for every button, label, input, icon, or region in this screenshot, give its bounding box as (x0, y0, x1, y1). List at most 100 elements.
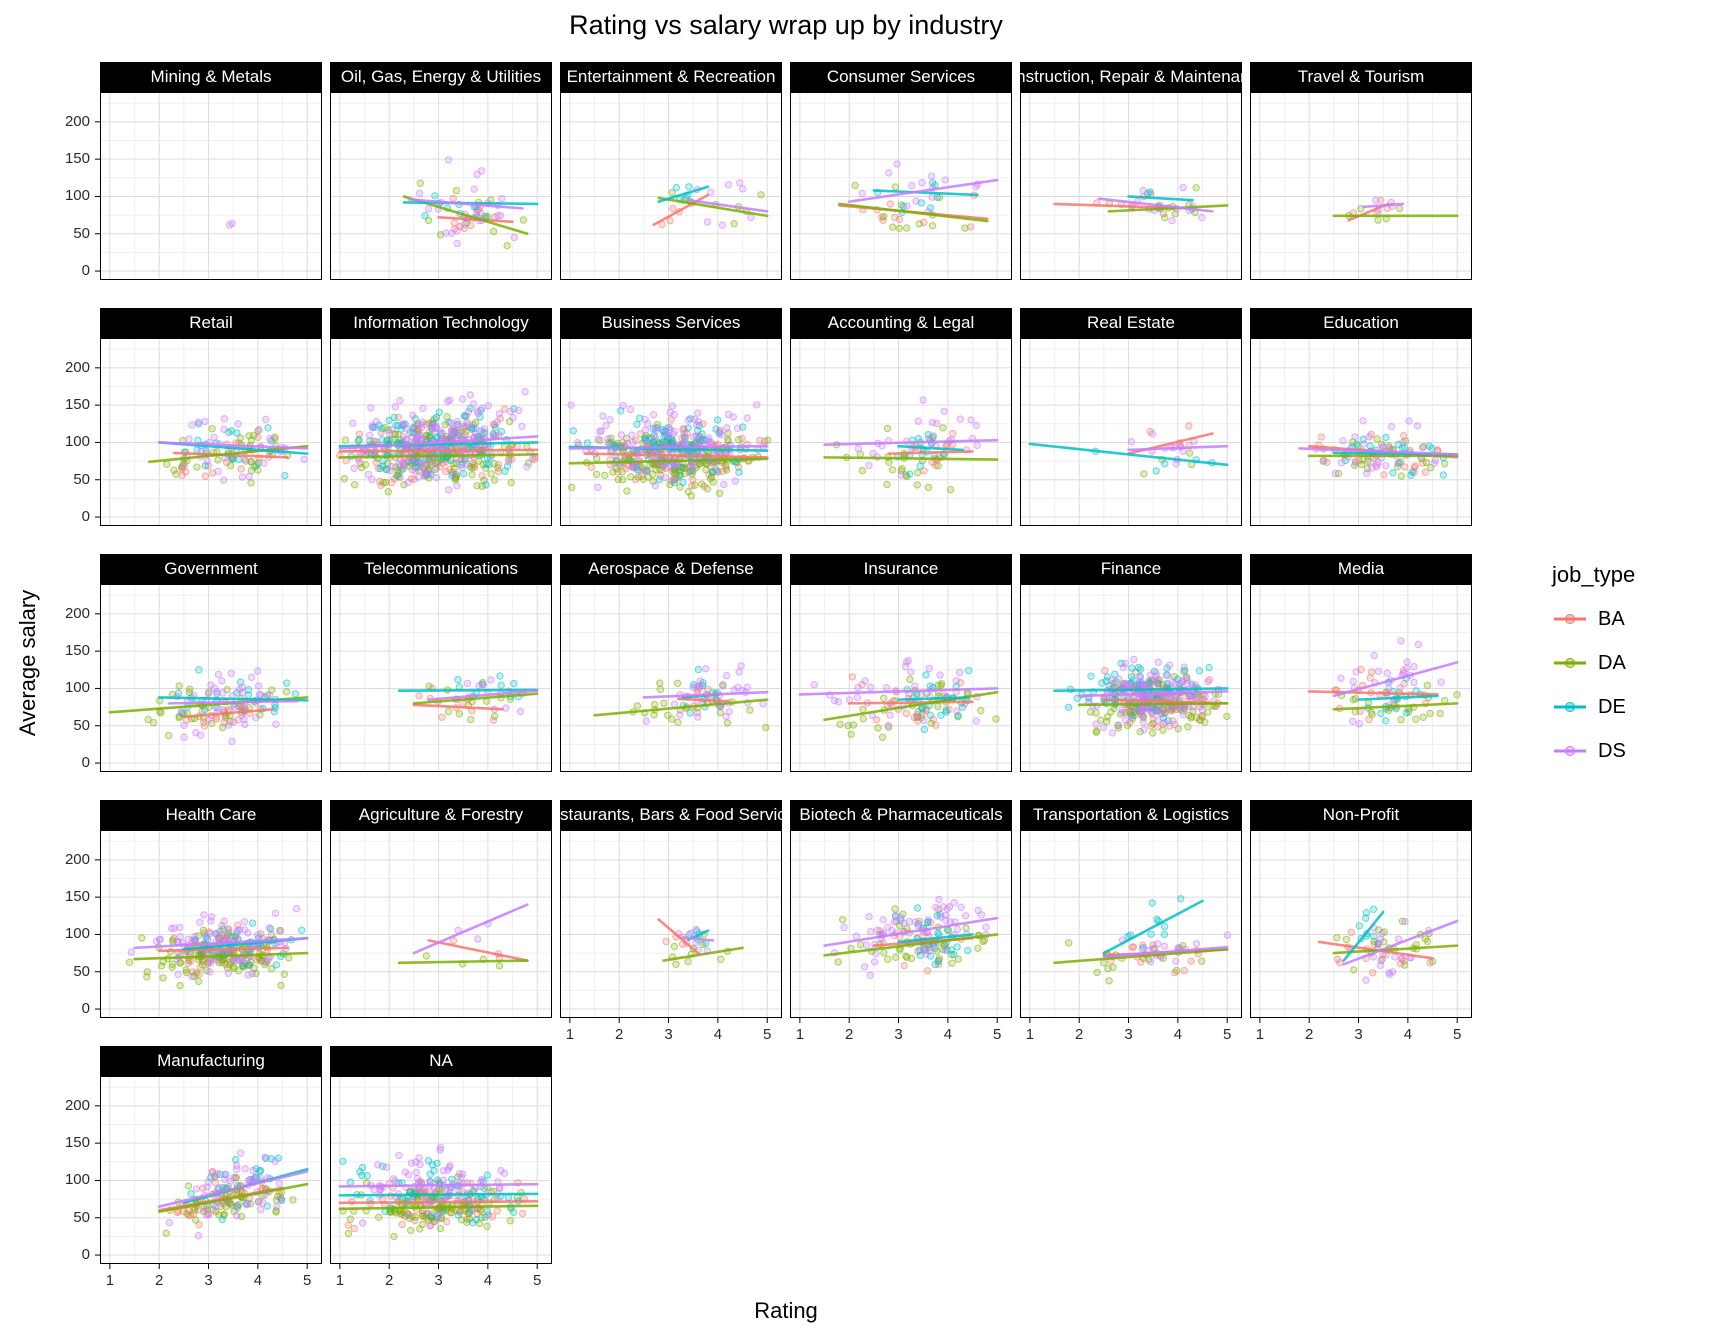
legend-item-de: DE (1552, 694, 1635, 720)
facet-title: Health Care (100, 800, 322, 830)
legend-label: DE (1598, 695, 1626, 718)
facet-title: Government (100, 554, 322, 584)
y-tick-label: 100 (64, 187, 90, 205)
facet-title: Insurance (790, 554, 1012, 584)
facet-panel (560, 584, 782, 772)
facet-panel (1250, 338, 1472, 526)
y-tick-label: 200 (64, 604, 90, 622)
facet-panel (330, 338, 552, 526)
facet-panel (330, 1076, 552, 1269)
y-tick-label: 200 (64, 358, 90, 376)
facet-title: Real Estate (1020, 308, 1242, 338)
x-tick-label: 3 (1354, 1026, 1363, 1043)
legend-label: BA (1598, 607, 1625, 630)
facet-title: Finance (1020, 554, 1242, 584)
legend-item-ds: DS (1552, 738, 1635, 764)
facet-panel (790, 338, 1012, 526)
facet-panel (95, 338, 322, 526)
facet-title: Education (1250, 308, 1472, 338)
x-tick-label: 5 (1223, 1026, 1232, 1043)
y-tick-label: 0 (81, 508, 90, 526)
x-tick-label: 5 (303, 1272, 312, 1289)
y-tick-label: 50 (73, 224, 90, 242)
facet-panel (1250, 830, 1472, 1023)
legend-item-da: DA (1552, 650, 1635, 676)
x-tick-label: 4 (1173, 1026, 1183, 1043)
legend-item-ba: BA (1552, 606, 1635, 632)
y-tick-label: 0 (81, 262, 90, 280)
facet-title: Entertainment & Recreation (560, 62, 782, 92)
x-tick-label: 5 (993, 1026, 1002, 1043)
facet-panel (560, 830, 782, 1023)
facet-title: Non-Profit (1250, 800, 1472, 830)
x-tick-label: 2 (155, 1272, 164, 1289)
x-tick-label: 2 (385, 1272, 394, 1289)
facet-title: Transportation & Logistics (1020, 800, 1242, 830)
x-tick-label: 1 (795, 1026, 805, 1043)
y-tick-label: 100 (64, 679, 90, 697)
facet-panel (560, 338, 782, 526)
x-tick-label: 5 (763, 1026, 772, 1043)
facet-panel (95, 92, 322, 280)
x-tick-label: 3 (664, 1026, 673, 1043)
x-tick-label: 5 (1453, 1026, 1462, 1043)
facet-title: Accounting & Legal (790, 308, 1012, 338)
x-tick-label: 2 (1075, 1026, 1084, 1043)
facet-panel (1020, 92, 1242, 280)
legend-label: DS (1598, 739, 1626, 762)
facet-title: Retail (100, 308, 322, 338)
x-tick-label: 4 (713, 1026, 723, 1043)
facet-panel (330, 830, 552, 1018)
x-tick-label: 2 (845, 1026, 854, 1043)
facet-panel (1020, 584, 1242, 772)
facet-panel (95, 1076, 322, 1269)
legend: job_type BA DA DE (1552, 562, 1635, 782)
facet-panel (330, 584, 552, 772)
facet-title: Consumer Services (790, 62, 1012, 92)
facet-panel (1250, 92, 1472, 280)
facet-title: Information Technology (330, 308, 552, 338)
x-tick-label: 1 (565, 1026, 575, 1043)
chart-title: Rating vs salary wrap up by industry (569, 10, 1003, 40)
x-tick-label: 1 (1025, 1026, 1035, 1043)
facet-panel (1020, 830, 1242, 1023)
y-tick-label: 150 (64, 1134, 90, 1152)
x-tick-label: 3 (204, 1272, 213, 1289)
facet-panel (790, 584, 1012, 772)
y-tick-label: 100 (64, 925, 90, 943)
facet-title: Media (1250, 554, 1472, 584)
y-tick-label: 50 (73, 1208, 90, 1226)
facet-panel (1020, 338, 1242, 526)
x-tick-label: 4 (1403, 1026, 1413, 1043)
facet-title: Biotech & Pharmaceuticals (790, 800, 1012, 830)
legend-key-ds-icon (1554, 746, 1586, 756)
x-tick-label: 4 (483, 1272, 493, 1289)
x-tick-label: 2 (615, 1026, 624, 1043)
facet-title: Aerospace & Defense (560, 554, 782, 584)
facet-title: Telecommunications (330, 554, 552, 584)
facet-panel (330, 92, 552, 280)
x-tick-label: 4 (253, 1272, 263, 1289)
legend-key-da-icon (1554, 658, 1586, 668)
y-tick-label: 200 (64, 850, 90, 868)
x-tick-label: 1 (1255, 1026, 1265, 1043)
facet-title: Mining & Metals (100, 62, 322, 92)
y-tick-label: 100 (64, 1171, 90, 1189)
facet-panel (95, 584, 322, 772)
y-tick-label: 150 (64, 396, 90, 414)
y-tick-label: 0 (81, 1000, 90, 1018)
x-tick-label: 3 (1124, 1026, 1133, 1043)
legend-key-ba-icon (1554, 614, 1586, 624)
x-axis-label: Rating (754, 1298, 818, 1323)
x-tick-label: 1 (335, 1272, 345, 1289)
y-tick-label: 50 (73, 716, 90, 734)
y-tick-label: 100 (64, 433, 90, 451)
legend-title: job_type (1552, 562, 1636, 587)
facet-panel (790, 830, 1012, 1023)
facet-panel (790, 92, 1012, 280)
facet-title: NA (330, 1046, 552, 1076)
facet-title: Construction, Repair & Maintenance (1020, 62, 1242, 92)
facet-title: Restaurants, Bars & Food Services (560, 800, 782, 830)
y-tick-label: 200 (64, 1096, 90, 1114)
x-tick-label: 4 (943, 1026, 953, 1043)
